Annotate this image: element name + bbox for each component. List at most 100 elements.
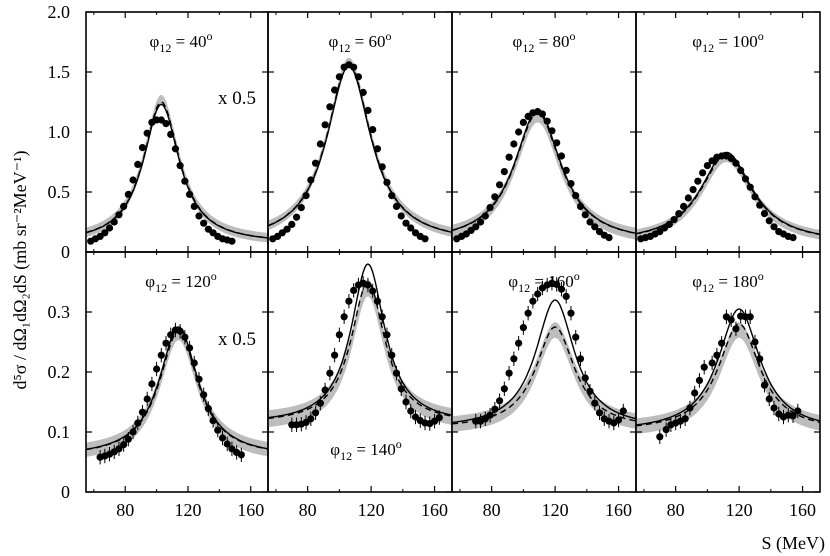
data-point bbox=[656, 433, 664, 441]
data-point bbox=[586, 218, 594, 226]
data-point bbox=[737, 166, 745, 174]
data-point bbox=[195, 212, 203, 220]
data-point bbox=[326, 103, 334, 111]
data-point bbox=[695, 376, 704, 384]
data-point bbox=[345, 297, 353, 305]
data-point bbox=[129, 428, 137, 436]
x-tick-label: 120 bbox=[542, 500, 569, 520]
data-point bbox=[691, 389, 699, 397]
panel-plot-area bbox=[268, 263, 452, 432]
dashed-curve bbox=[636, 323, 820, 427]
data-point bbox=[402, 219, 410, 227]
data-point bbox=[162, 339, 170, 347]
data-point bbox=[708, 359, 716, 367]
data-point bbox=[311, 159, 320, 167]
data-point bbox=[185, 344, 194, 352]
data-point bbox=[689, 186, 697, 194]
label-degree: o bbox=[385, 29, 391, 43]
data-point bbox=[567, 180, 575, 188]
label-degree: o bbox=[206, 29, 212, 43]
data-point bbox=[529, 297, 537, 305]
theory-band bbox=[452, 110, 636, 240]
data-point bbox=[562, 166, 570, 174]
data-point bbox=[538, 110, 547, 118]
label-angle: = 100 bbox=[714, 32, 758, 51]
data-point bbox=[292, 213, 301, 221]
data-point bbox=[171, 145, 180, 153]
x-tick-label: 160 bbox=[237, 500, 264, 520]
data-point bbox=[699, 169, 707, 177]
data-point bbox=[162, 120, 170, 128]
chart-panel-1: φ12 = 40o x 0.5 bbox=[85, 11, 269, 253]
x-tick-label: 160 bbox=[605, 500, 632, 520]
data-point bbox=[397, 385, 405, 393]
data-point bbox=[510, 355, 518, 363]
data-point bbox=[148, 380, 156, 388]
data-point bbox=[200, 391, 208, 399]
data-point bbox=[167, 331, 175, 339]
theory-band bbox=[86, 94, 268, 243]
data-point bbox=[505, 153, 513, 161]
data-point bbox=[407, 407, 415, 415]
data-point bbox=[670, 216, 678, 224]
label-symbol: φ bbox=[150, 32, 160, 51]
panel-label: φ12 = 120o bbox=[145, 269, 216, 295]
y-tick-label: 0.5 bbox=[48, 182, 71, 202]
chart-panel-7: φ12 = 160o bbox=[451, 251, 637, 493]
data-point bbox=[553, 280, 561, 288]
data-point bbox=[214, 426, 222, 434]
data-point bbox=[302, 192, 310, 200]
chart-panel-3: φ12 = 80o bbox=[451, 11, 637, 253]
data-point bbox=[321, 121, 329, 129]
data-point bbox=[340, 313, 348, 321]
y-tick-label: 0.2 bbox=[48, 362, 71, 382]
y-tick-label: 1.0 bbox=[48, 122, 71, 142]
x-tick-label: 120 bbox=[726, 500, 753, 520]
data-point bbox=[350, 286, 358, 294]
label-symbol: φ bbox=[145, 272, 155, 291]
chart-panel-5: φ12 = 120o x 0.5 bbox=[85, 251, 269, 493]
x-tick-label: 120 bbox=[174, 500, 201, 520]
data-point bbox=[789, 412, 797, 420]
data-point bbox=[746, 183, 754, 191]
data-point bbox=[732, 159, 740, 167]
panel-label: φ12 = 40o bbox=[150, 29, 213, 55]
panel-plot-area bbox=[452, 276, 636, 432]
label-angle: = 40 bbox=[171, 32, 206, 51]
data-point bbox=[335, 73, 343, 81]
data-point bbox=[562, 292, 570, 300]
panel-label: φ12 = 160o bbox=[508, 269, 579, 295]
data-point bbox=[576, 355, 585, 363]
data-point bbox=[383, 331, 391, 339]
data-point bbox=[679, 202, 688, 210]
data-point bbox=[138, 144, 147, 152]
data-point bbox=[326, 369, 334, 377]
data-point bbox=[115, 211, 123, 219]
data-point bbox=[364, 281, 372, 289]
data-point bbox=[510, 140, 518, 148]
data-point bbox=[124, 190, 132, 198]
theory-band bbox=[268, 57, 452, 237]
label-subscript: 12 bbox=[702, 281, 714, 295]
chart-panel-2: φ12 = 60o bbox=[267, 11, 453, 253]
data-point bbox=[297, 204, 305, 212]
x-tick-label: 160 bbox=[421, 500, 448, 520]
data-point bbox=[794, 407, 802, 415]
data-point bbox=[331, 351, 339, 359]
panel-label: φ12 = 100o bbox=[692, 29, 763, 55]
data-point bbox=[373, 145, 382, 153]
data-point bbox=[491, 405, 499, 413]
label-symbol: φ bbox=[330, 440, 340, 459]
data-point bbox=[316, 399, 324, 407]
data-point bbox=[591, 223, 599, 231]
panel-plot-area bbox=[86, 94, 268, 245]
data-point bbox=[665, 220, 673, 228]
panel-plot-area bbox=[452, 108, 636, 243]
data-point bbox=[505, 369, 513, 377]
data-point bbox=[472, 223, 480, 231]
data-point bbox=[369, 287, 377, 295]
data-point bbox=[486, 411, 494, 419]
data-point bbox=[576, 202, 585, 210]
data-point bbox=[481, 212, 489, 220]
